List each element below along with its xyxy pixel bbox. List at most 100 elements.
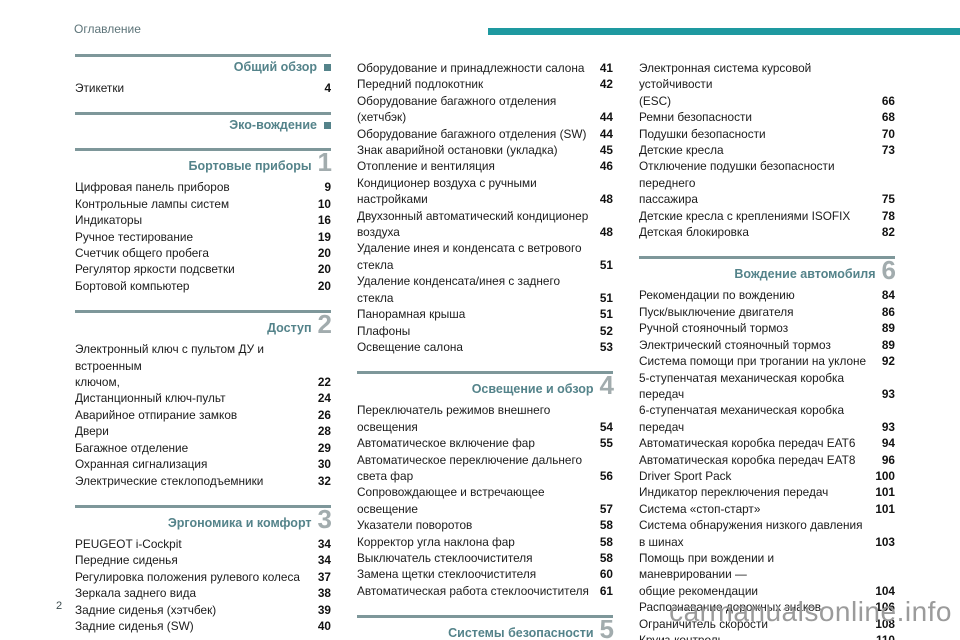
toc-entry: Задние сиденья (хэтчбек) 39: [75, 602, 331, 618]
toc-entry-page: 4: [324, 81, 331, 95]
toc-entry-label: Индикаторы: [75, 213, 143, 228]
toc-entry: Зеркала заднего вида 38: [75, 585, 331, 601]
toc-entry: Система помощи при трогании на уклоне 92: [639, 353, 895, 369]
toc-entry: Автоматическая работа стеклоочистителя 61: [357, 583, 613, 599]
toc-entry-label: Система помощи при трогании на уклоне: [639, 354, 867, 369]
toc-entry-page: 53: [599, 339, 613, 354]
toc-entry: Двухзонный автоматический кондиционер во…: [357, 208, 613, 241]
toc-entry-label: Задние сиденья (SW): [75, 618, 194, 633]
toc-entry: Оборудование и принадлежности салона 41: [357, 60, 613, 76]
section-rule: [75, 54, 331, 57]
toc-entry: Индикаторы 16: [75, 212, 331, 228]
toc-item-group: Электронный ключ с пультом ДУ и встроенн…: [75, 341, 331, 489]
toc-entry-label: Передние сиденья: [75, 553, 178, 568]
section-rule: [75, 504, 331, 508]
toc-entry: 5-ступенчатая механическая коробка перед…: [639, 370, 895, 403]
toc-item-group: Оборудование и принадлежности салона 41 Пе…: [357, 60, 613, 355]
toc-entry: Выключатель стеклоочистителя 58: [357, 550, 613, 566]
toc-entry-page: 9: [324, 180, 331, 195]
toc-entry-page: 93: [881, 419, 895, 434]
section-number: 2: [317, 309, 333, 340]
toc-entry-label: Электронная система курсовой устойчивост…: [639, 61, 812, 108]
toc-entry-label: Выключатель стеклоочистителя: [357, 550, 533, 565]
toc-entry-page: 44: [599, 110, 613, 125]
toc-entry: Ручной стояночный тормоз 89: [639, 320, 895, 336]
toc-entry: Электрические стеклоподъемники 32: [75, 473, 331, 489]
toc-entry-page: 61: [599, 583, 613, 598]
toc-item-group: Этикетки 4: [75, 80, 331, 96]
toc-entry: Детские кресла с креплениями ISOFIX 78: [639, 208, 895, 224]
toc-entry-page: 56: [599, 468, 613, 483]
toc-entry: Детские кресла 73: [639, 142, 895, 158]
section-header-row: Эргономика и комфорт 3: [75, 506, 332, 532]
toc-entry-page: 66: [881, 93, 895, 108]
toc-entry-page: 24: [317, 391, 331, 406]
section-header: Освещение и обзор 4: [357, 371, 614, 398]
toc-entry: Освещение салона 53: [357, 339, 613, 355]
watermark: carmanualsonline.info: [669, 596, 952, 627]
toc-entry-label: Панорамная крыша: [357, 307, 466, 322]
toc-entry-label: Счетчик общего пробега: [75, 246, 209, 261]
toc-entry-page: 70: [881, 126, 895, 141]
toc-entry-page: 106: [875, 600, 895, 615]
toc-entry: Оборудование багажного отделения (SW) 44: [357, 126, 613, 142]
toc-entry-page: 58: [599, 550, 613, 565]
toc-entry-page: 41: [599, 61, 613, 75]
toc-item-group: Электронная система курсовой устойчивост…: [639, 60, 895, 240]
toc-entry-label: Двери: [75, 424, 109, 439]
toc-entry: Счетчик общего пробега 20: [75, 245, 331, 261]
toc-entry-label: Автоматическая коробка передач EAT8: [639, 452, 856, 467]
toc-entry-page: 86: [881, 304, 895, 319]
toc-entry-page: 101: [875, 501, 895, 516]
toc-entry-page: 19: [317, 229, 331, 244]
section-marker-square-icon: [324, 64, 331, 71]
toc-entry-label: Сопровождающее и встречающее освещение: [357, 485, 545, 516]
toc-item-group: PEUGEOT i-Cockpit 34 Передние сиденья 34 Рег…: [75, 536, 331, 634]
toc-entry-label: Этикетки: [75, 81, 125, 95]
toc-entry: Driver Sport Pack 100: [639, 468, 895, 484]
toc-entry: Подушки безопасности 70: [639, 126, 895, 142]
toc-entry-page: 108: [875, 616, 895, 631]
toc-entry: Плафоны 52: [357, 323, 613, 339]
section-title: Освещение и обзор: [471, 382, 594, 397]
toc-entry-page: 45: [599, 143, 613, 158]
toc-entry-label: Автоматическая работа стеклоочистителя: [357, 583, 589, 598]
section-title: Общий обзор: [233, 60, 317, 74]
toc-entry: Ремни безопасности 68: [639, 109, 895, 125]
toc-entry-page: 75: [881, 192, 895, 207]
toc-entry-page: 48: [599, 225, 613, 240]
section-rule: [75, 148, 331, 152]
toc-entry-page: 38: [317, 586, 331, 601]
toc-entry-page: 103: [875, 534, 895, 549]
toc-entry-label: Автоматическая коробка передач EAT6: [639, 436, 856, 451]
toc-entry-label: Знак аварийной остановки (укладка): [357, 143, 558, 158]
toc-entry-page: 22: [317, 375, 331, 390]
toc-entry: Электронный ключ с пультом ДУ и встроенн…: [75, 341, 331, 390]
section-header: Доступ 2: [75, 309, 333, 340]
section-header: Системы безопасности 5: [357, 615, 614, 640]
toc-entry: Ручное тестирование 19: [75, 229, 331, 245]
toc-entry: Передний подлокотник 42: [357, 76, 613, 92]
toc-entry-label: Кондиционер воздуха с ручными настройкам…: [357, 175, 537, 207]
page-number: 2: [56, 600, 63, 612]
toc-column: Электронная система курсовой устойчивост…: [639, 54, 896, 640]
toc-entry-label: Автоматическое включение фар: [357, 436, 535, 451]
section-header-row: Освещение и обзор 4: [357, 372, 614, 398]
toc-entry-label: Контрольные лампы систем: [75, 196, 230, 211]
section-title: Бортовые приборы: [188, 159, 312, 174]
toc-entry: Знак аварийной остановки (укладка) 45: [357, 142, 613, 158]
toc-entry-page: 78: [881, 208, 895, 223]
toc-column: Оборудование и принадлежности салона 41 Пе…: [357, 54, 614, 640]
toc-entry-label: Автоматическое переключение дальнего све…: [357, 452, 583, 483]
toc-entry-label: Круиз-контроль: [639, 633, 724, 640]
toc-entry-label: Рекомендации по вождению: [639, 288, 795, 303]
toc-entry-page: 100: [875, 468, 895, 483]
toc-entry: Автоматическая коробка передач EAT6 94: [639, 435, 895, 451]
toc-entry-label: Задние сиденья (хэтчбек): [75, 602, 217, 617]
toc-entry: Пуск/выключение двигателя 86: [639, 304, 895, 320]
toc-entry: Оборудование багажного отделения (хетчбэ…: [357, 93, 613, 126]
toc-entry: Панорамная крыша 51: [357, 306, 613, 322]
toc-entry: Система «стоп-старт» 101: [639, 501, 895, 517]
toc-entry: Регулировка положения рулевого колеса 37: [75, 569, 331, 585]
